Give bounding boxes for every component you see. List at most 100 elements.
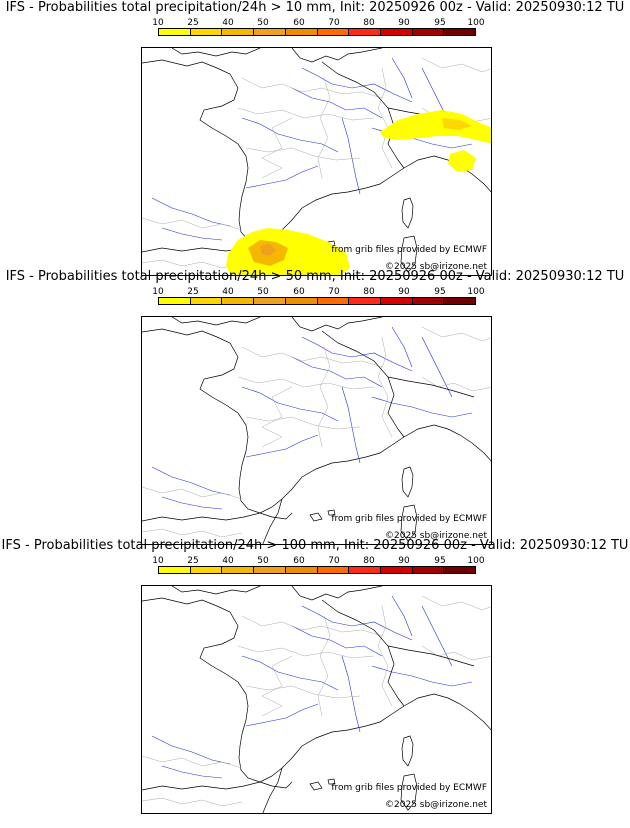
scale-tick-labels: 10 25 40 50 60 70 80 90 95 100 — [152, 556, 484, 566]
atlantic-coastline — [142, 328, 261, 514]
scale-tick-label: 95 — [434, 18, 446, 28]
scale-color-swatch — [317, 29, 350, 35]
scale-tick-label: 100 — [467, 287, 485, 297]
precipitation-map: from grib files provided by ECMWF ©2025 … — [141, 316, 492, 545]
scale-tick-label: 50 — [257, 18, 269, 28]
data-source-credit: from grib files provided by ECMWF — [331, 245, 487, 255]
scale-tick-label: 10 — [152, 556, 164, 566]
scale-color-swatch — [222, 29, 255, 35]
italy-coastline — [403, 424, 491, 462]
italy-coastline — [403, 693, 491, 731]
scale-color-swatch — [444, 29, 476, 35]
probability-color-scale: 10 25 40 50 60 70 80 90 95 100 — [152, 556, 485, 582]
scale-tick-label: 10 — [152, 287, 164, 297]
scale-tick-label: 70 — [328, 287, 340, 297]
scale-tick-label: 95 — [434, 287, 446, 297]
scale-color-swatch — [380, 298, 413, 304]
map-drawing — [142, 586, 491, 813]
italy-coastline — [403, 155, 491, 193]
england-coast — [171, 317, 261, 326]
scale-tick-label: 90 — [398, 18, 410, 28]
scale-color-swatch — [190, 567, 223, 573]
scale-tick-label: 40 — [222, 287, 234, 297]
england-coast — [171, 586, 261, 595]
scale-tick-label: 100 — [467, 18, 485, 28]
sardinia-outline — [400, 773, 418, 811]
scale-tick-label: 90 — [398, 556, 410, 566]
national-borders — [259, 61, 475, 251]
pyrenees-precip-core — [260, 244, 276, 256]
probability-color-scale: 10 25 40 50 60 70 80 90 95 100 — [152, 287, 485, 313]
scale-tick-label: 95 — [434, 556, 446, 566]
scale-tick-label: 80 — [363, 287, 375, 297]
sardinia-outline — [400, 504, 418, 542]
scale-tick-label: 50 — [257, 287, 269, 297]
scale-color-swatch — [222, 567, 255, 573]
north-sea-coast — [291, 586, 383, 601]
precipitation-map: from grib files provided by ECMWF ©2025 … — [141, 47, 492, 276]
map-drawing — [142, 317, 491, 544]
mediterranean-coastline — [259, 705, 405, 783]
probability-color-scale: 10 25 40 50 60 70 80 90 95 100 — [152, 18, 485, 44]
scale-color-swatch — [190, 298, 223, 304]
administrative-borders — [142, 326, 491, 538]
scale-color-swatch — [190, 29, 223, 35]
scale-color-swatch — [222, 298, 255, 304]
map-drawing — [142, 48, 491, 275]
scale-color-swatch — [254, 29, 286, 35]
scale-color-swatch — [254, 567, 286, 573]
scale-color-swatch — [159, 567, 191, 573]
scale-color-swatch — [254, 298, 286, 304]
scale-tick-label: 70 — [328, 556, 340, 566]
scale-tick-label: 70 — [328, 18, 340, 28]
pyrenees-precip-area — [226, 228, 350, 275]
scale-color-swatch — [159, 298, 191, 304]
administrative-borders — [142, 595, 491, 807]
scale-tick-label: 60 — [293, 18, 305, 28]
scale-tick-label: 40 — [222, 556, 234, 566]
iberia-east-coast — [262, 498, 283, 544]
scale-color-swatch — [444, 567, 476, 573]
scale-tick-label: 50 — [257, 556, 269, 566]
scale-tick-label: 40 — [222, 18, 234, 28]
panel-title: IFS - Probabilities total precipitation/… — [1, 538, 629, 553]
precipitation-probability-areas — [226, 110, 491, 275]
england-coast — [171, 48, 261, 57]
scale-color-swatch — [380, 567, 413, 573]
national-borders — [259, 599, 475, 789]
alps-precip-area — [380, 110, 491, 144]
rivers — [151, 326, 473, 510]
panel-title: IFS - Probabilities total precipitation/… — [5, 0, 625, 15]
balearic-islands — [309, 509, 336, 522]
scale-tick-labels: 10 25 40 50 60 70 80 90 95 100 — [152, 18, 484, 28]
scale-tick-label: 10 — [152, 18, 164, 28]
north-sea-coast — [291, 317, 383, 332]
copyright-notice: ©2025 sb@irizone.net — [385, 262, 487, 272]
scale-color-swatch — [412, 29, 445, 35]
scale-color-bar — [158, 566, 476, 574]
scale-tick-label: 80 — [363, 556, 375, 566]
scale-tick-label: 25 — [187, 556, 199, 566]
balearic-islands — [309, 778, 336, 791]
panel-title: IFS - Probabilities total precipitation/… — [5, 269, 625, 284]
atlantic-coastline — [142, 59, 261, 245]
precipitation-map: from grib files provided by ECMWF ©2025 … — [141, 585, 492, 814]
copyright-notice: ©2025 sb@irizone.net — [385, 531, 487, 541]
iberia-north-coast — [142, 781, 261, 791]
rivers — [151, 595, 473, 779]
corsica-outline — [401, 735, 414, 767]
iberia-east-coast — [262, 767, 283, 813]
scale-color-swatch — [317, 298, 350, 304]
scale-color-swatch — [285, 298, 318, 304]
scale-color-bar — [158, 28, 476, 36]
scale-tick-labels: 10 25 40 50 60 70 80 90 95 100 — [152, 287, 484, 297]
scale-color-swatch — [349, 567, 381, 573]
scale-color-swatch — [380, 29, 413, 35]
scale-tick-label: 25 — [187, 18, 199, 28]
mediterranean-coastline — [259, 436, 405, 514]
map-panel-2: IFS - Probabilities total precipitation/… — [0, 269, 630, 545]
north-sea-coast — [291, 48, 383, 63]
rivers — [151, 57, 473, 241]
scale-color-swatch — [349, 29, 381, 35]
scale-color-swatch — [159, 29, 191, 35]
